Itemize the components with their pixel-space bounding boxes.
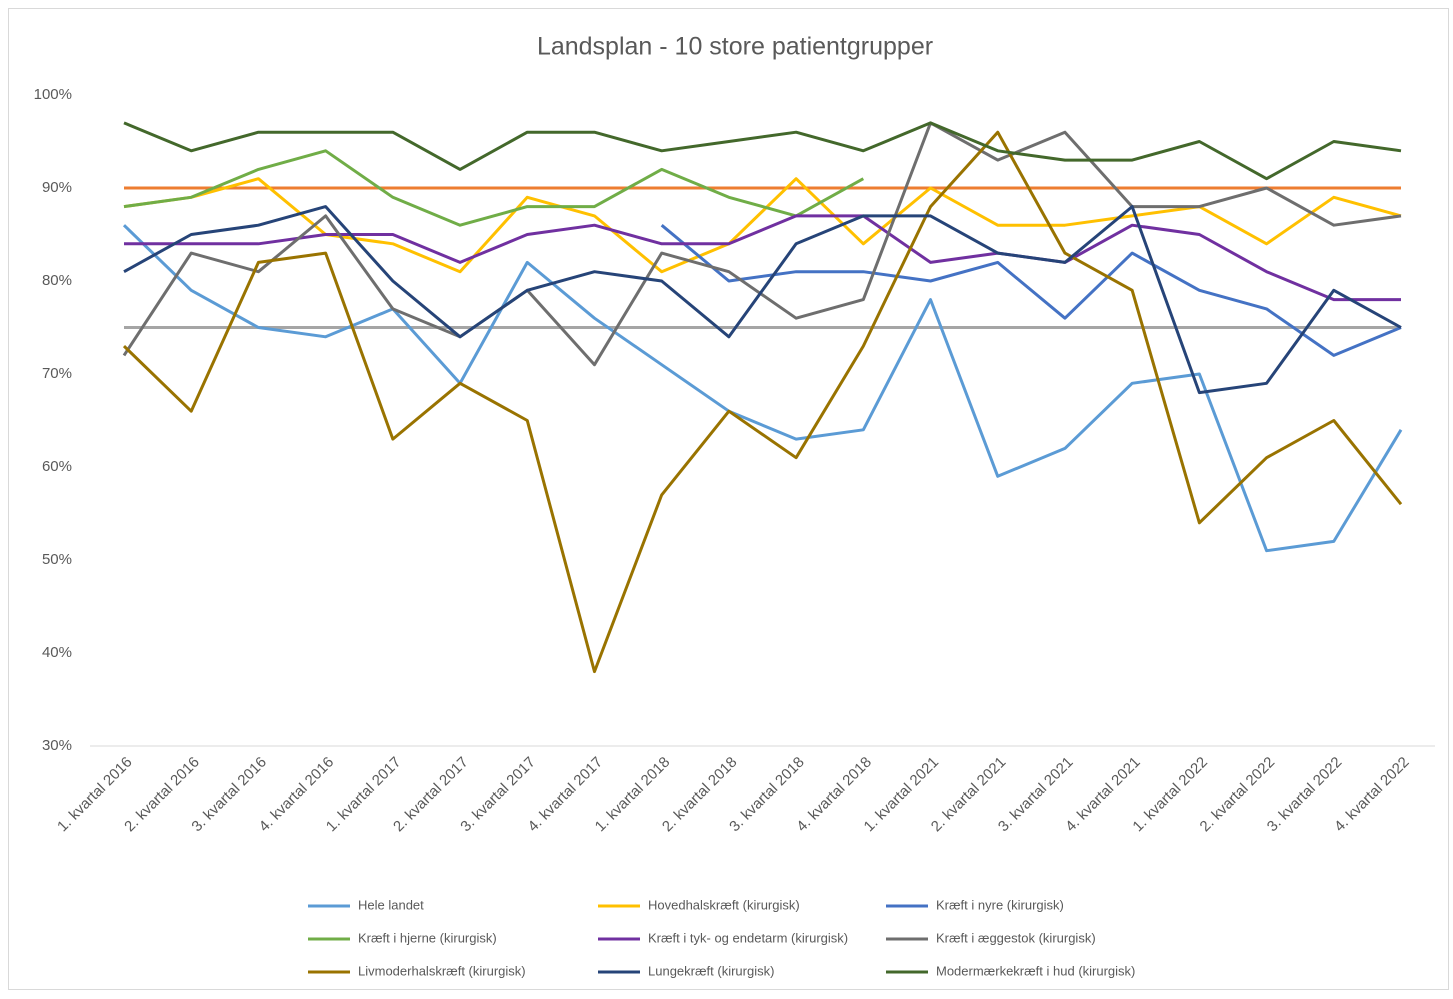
series-line (122, 224, 1403, 553)
legend-label: Kræft i æggestok (kirurgisk) (936, 930, 1096, 945)
series-line (123, 149, 865, 227)
series-line (122, 121, 1402, 367)
series-line (123, 177, 1402, 274)
y-tick-label: 80% (42, 272, 72, 289)
legend-label: Hele landet (358, 897, 424, 912)
series-line (124, 214, 1401, 302)
chart-title: Landsplan - 10 store patientgrupper (537, 33, 933, 61)
legend-label: Lungekræft (kirurgisk) (648, 963, 774, 978)
y-tick-label: 60% (42, 458, 72, 475)
y-tick-label: 40% (42, 644, 72, 661)
y-tick-label: 50% (42, 551, 72, 568)
y-tick-label: 100% (34, 86, 72, 103)
legend-label: Kræft i tyk- og endetarm (kirurgisk) (648, 930, 848, 945)
y-tick-label: 90% (42, 179, 72, 196)
legend-label: Kræft i nyre (kirurgisk) (936, 897, 1064, 912)
chart-frame (8, 8, 1449, 990)
y-tick-label: 30% (42, 737, 72, 754)
series-line (123, 121, 1402, 181)
y-tick-label: 70% (42, 365, 72, 382)
series-line (122, 130, 1403, 674)
legend-label: Kræft i hjerne (kirurgisk) (358, 930, 497, 945)
series-line (660, 224, 1402, 357)
legend-label: Hovedhalskræft (kirurgisk) (648, 897, 800, 912)
legend-label: Modermærkekræft i hud (kirurgisk) (936, 963, 1135, 978)
series-line (123, 205, 1402, 395)
legend-label: Livmoderhalskræft (kirurgisk) (358, 963, 526, 978)
